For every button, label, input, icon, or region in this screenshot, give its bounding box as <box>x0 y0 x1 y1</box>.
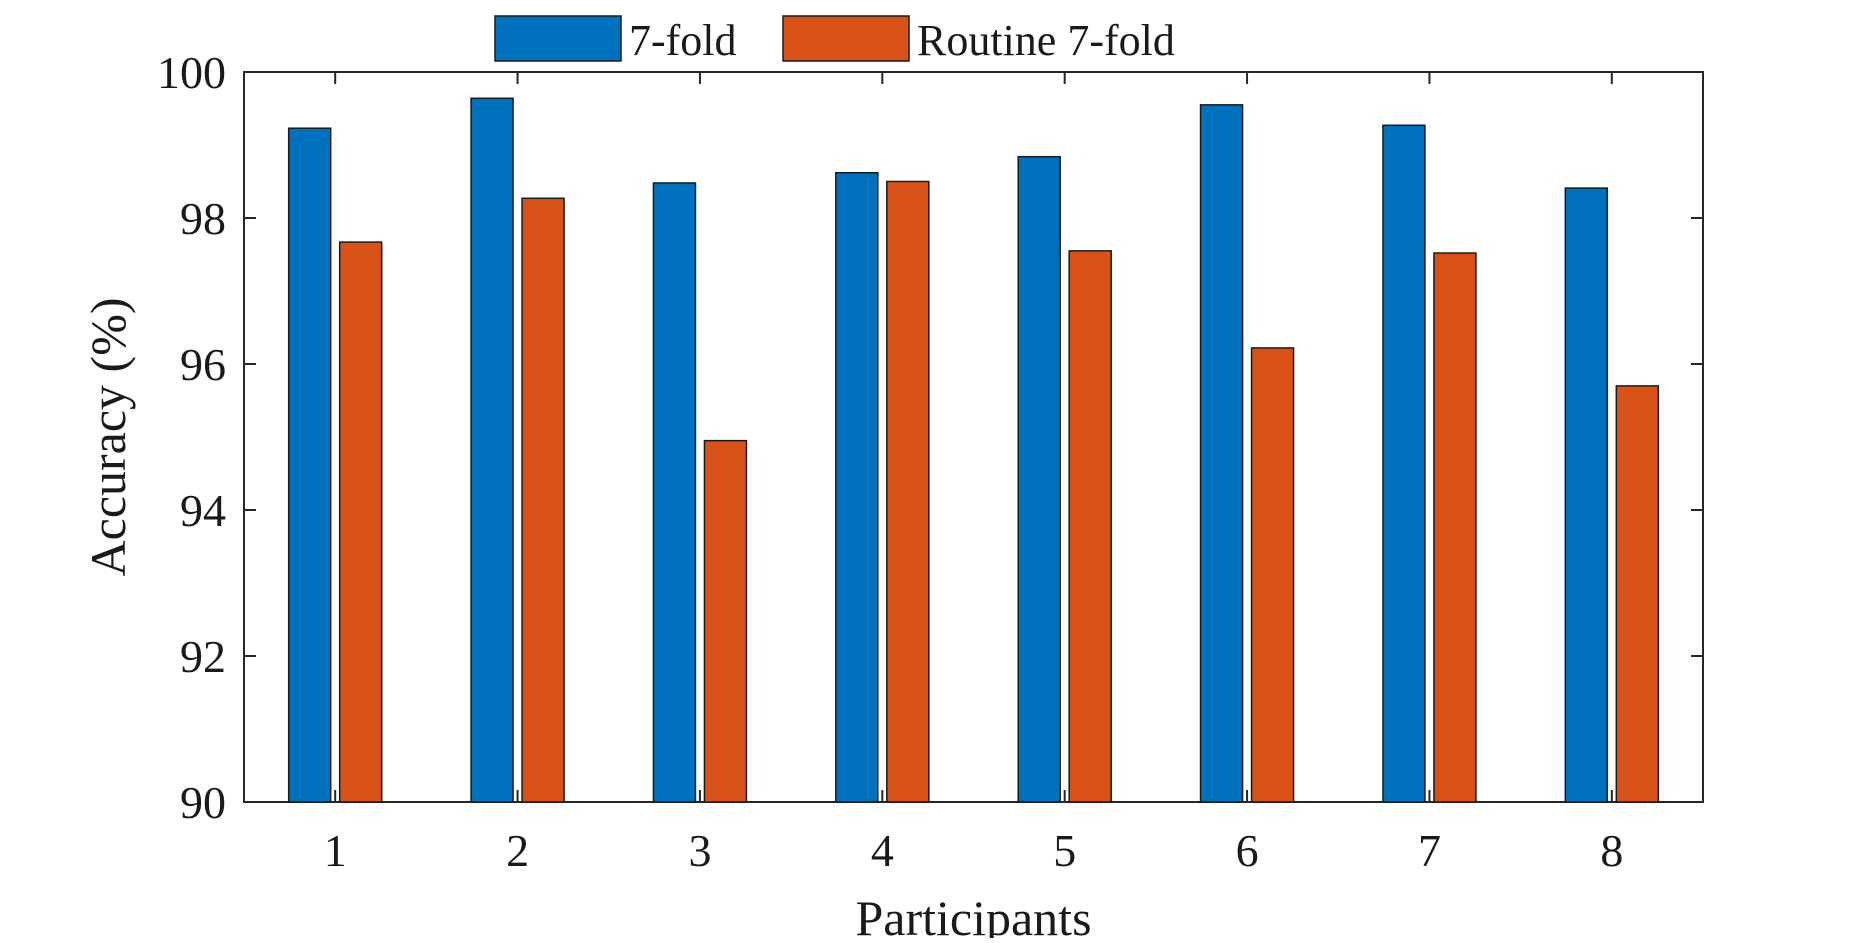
bar-series1-3 <box>652 182 697 803</box>
bar-series1-6 <box>1199 104 1244 803</box>
y-axis-title: Accuracy (%) <box>80 298 136 577</box>
bar-series2-6 <box>1250 347 1295 803</box>
bar-series2-3 <box>703 439 748 803</box>
bar-series2-8 <box>1615 385 1660 803</box>
x-tick-label: 5 <box>1053 825 1076 876</box>
bar-series2-7 <box>1433 252 1477 803</box>
legend: 7-fold Routine 7-fold <box>494 15 1175 65</box>
x-axis: 1 2 3 4 5 6 7 8 <box>324 72 1623 876</box>
bar-series2-1 <box>338 241 383 803</box>
x-tick-label: 1 <box>324 825 347 876</box>
y-tick-label: 90 <box>180 777 226 828</box>
x-tick-label: 3 <box>688 825 711 876</box>
legend-label-series1: 7-fold <box>629 16 737 65</box>
bar-series1-2 <box>470 97 514 803</box>
plot-area <box>243 71 1704 803</box>
y-tick-label: 96 <box>180 339 226 390</box>
bar-series1-4 <box>835 171 879 803</box>
bar-series2-4 <box>886 180 930 803</box>
y-tick-label: 100 <box>157 47 226 98</box>
bar-series1-7 <box>1382 124 1426 803</box>
y-tick-label: 92 <box>180 631 226 682</box>
legend-swatch-series1 <box>494 15 622 62</box>
x-tick-label: 2 <box>506 825 529 876</box>
legend-label-series2: Routine 7-fold <box>917 16 1175 65</box>
x-tick-label: 6 <box>1236 825 1259 876</box>
y-tick-label: 94 <box>180 485 226 536</box>
bar-series2-5 <box>1068 250 1112 803</box>
x-tick-label: 7 <box>1418 825 1441 876</box>
bars-group <box>287 97 1660 803</box>
x-tick-label: 8 <box>1600 825 1623 876</box>
x-tick-label: 4 <box>871 825 894 876</box>
x-axis-title: Participants <box>855 890 1091 938</box>
bar-series2-2 <box>521 197 565 803</box>
y-axis: 90 92 94 96 98 100 <box>157 47 1703 828</box>
bar-series1-1 <box>287 127 332 803</box>
legend-swatch-series2 <box>782 15 910 62</box>
bar-series1-5 <box>1017 155 1061 803</box>
y-tick-label: 98 <box>180 193 226 244</box>
bar-series1-8 <box>1564 187 1609 803</box>
